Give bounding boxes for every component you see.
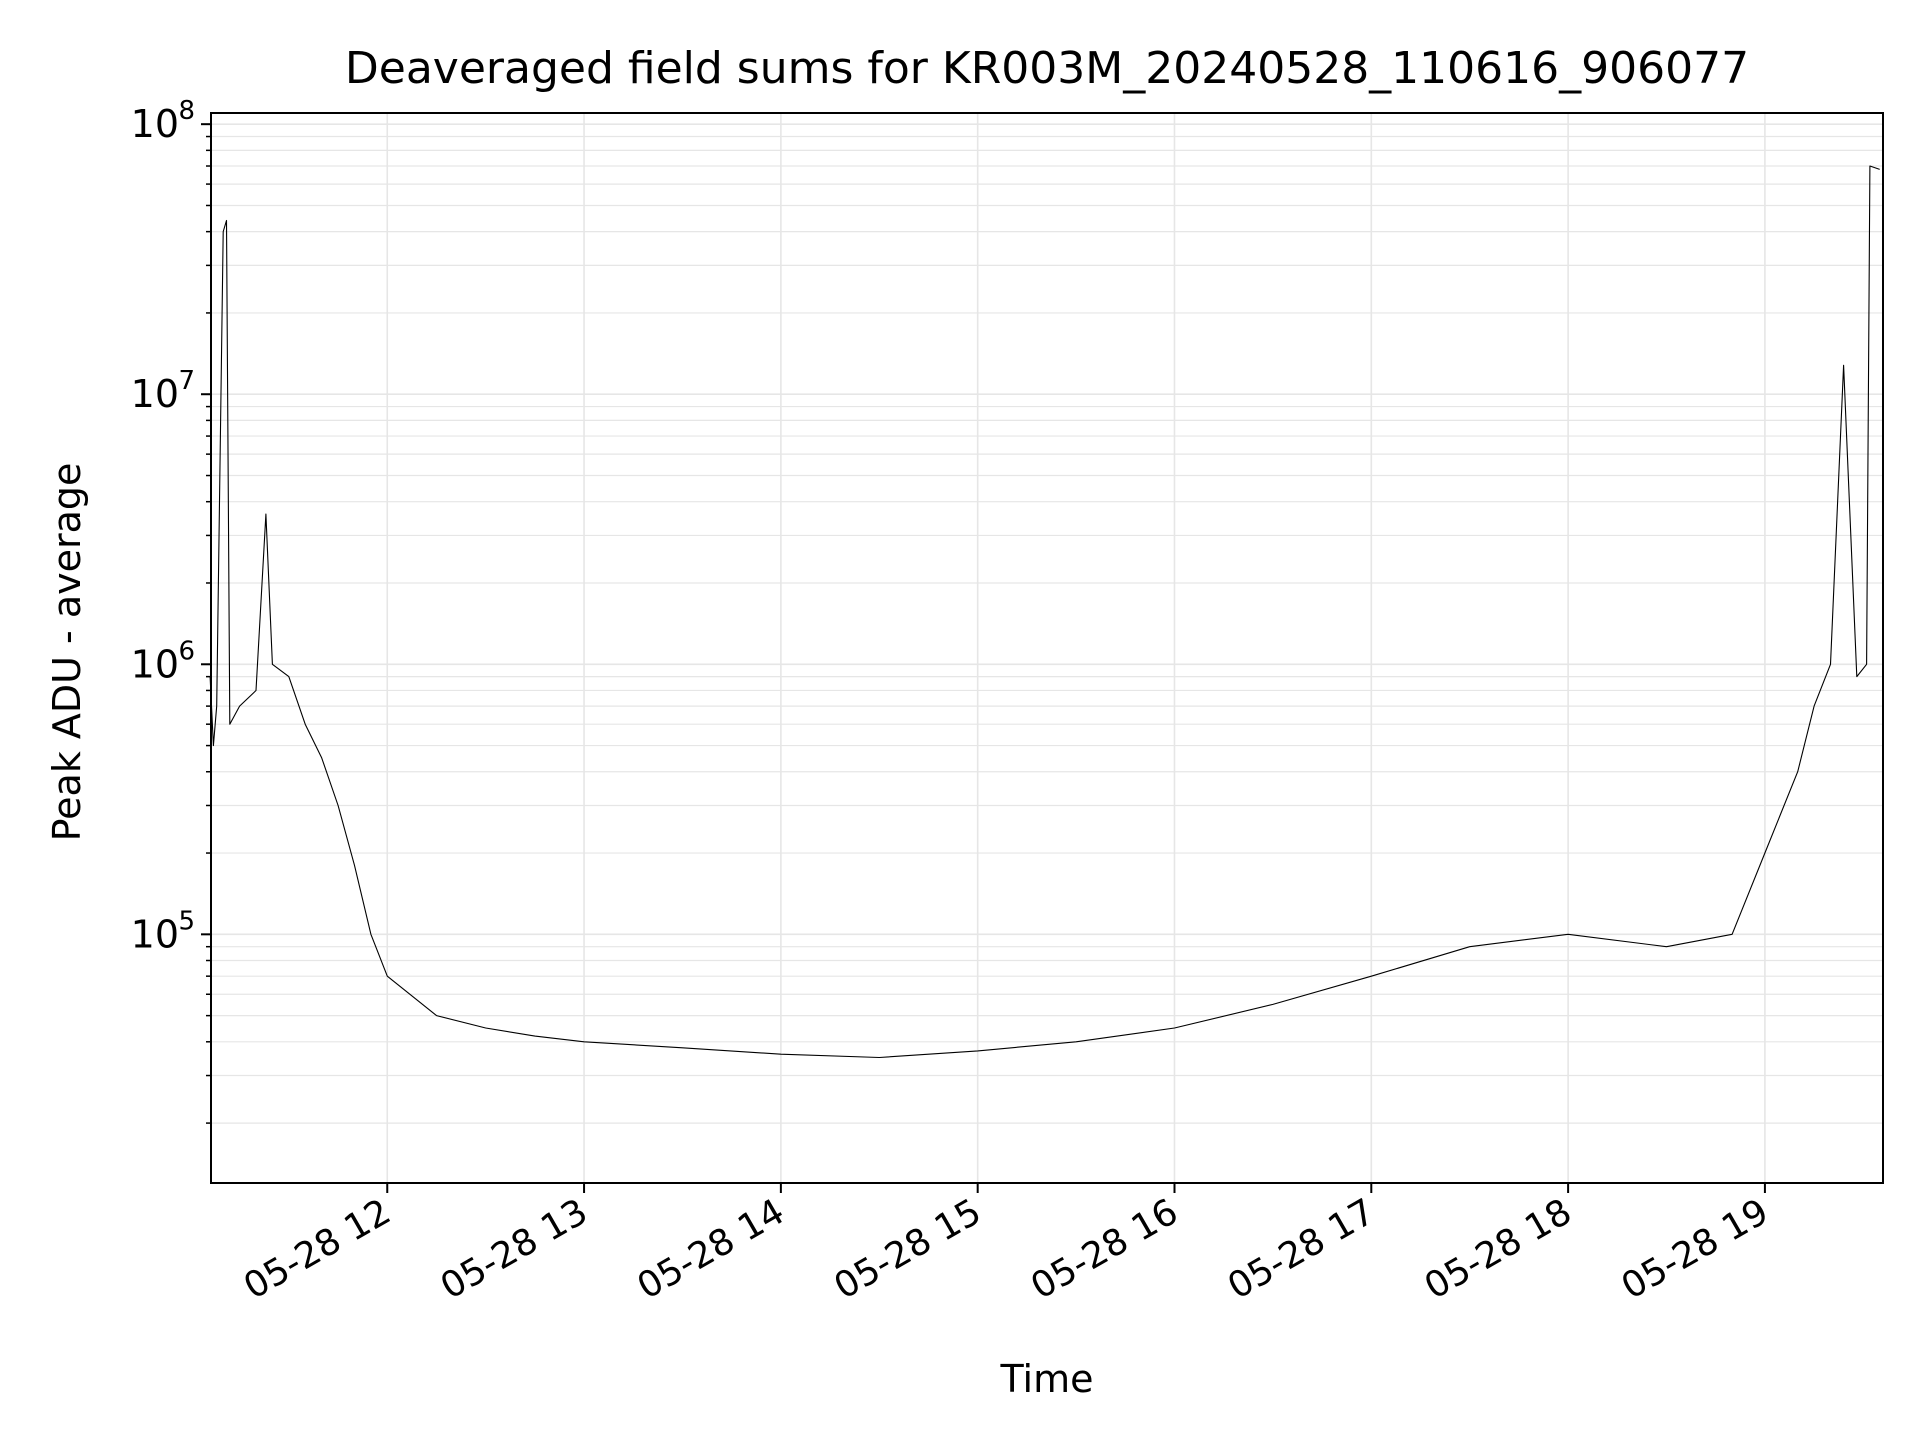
x-axis-label: Time bbox=[1000, 1357, 1094, 1401]
y-tick-label: 10 bbox=[131, 642, 179, 686]
grid-lines bbox=[201, 113, 1883, 1183]
plot-area bbox=[209, 165, 1880, 1059]
y-tick-exponent: 7 bbox=[178, 366, 195, 396]
y-tick-label: 10 bbox=[131, 372, 179, 416]
series-line bbox=[209, 165, 1880, 1059]
chart-title: Deaveraged field sums for KR003M_2024052… bbox=[345, 43, 1749, 94]
y-tick-label: 10 bbox=[131, 912, 179, 956]
y-tick-exponent: 5 bbox=[178, 906, 195, 936]
plot-frame bbox=[210, 112, 1884, 1184]
y-axis-label: Peak ADU - average bbox=[45, 463, 89, 842]
y-tick-label: 10 bbox=[131, 102, 179, 146]
y-tick-exponent: 6 bbox=[178, 636, 195, 666]
y-tick-exponent: 8 bbox=[178, 96, 195, 126]
